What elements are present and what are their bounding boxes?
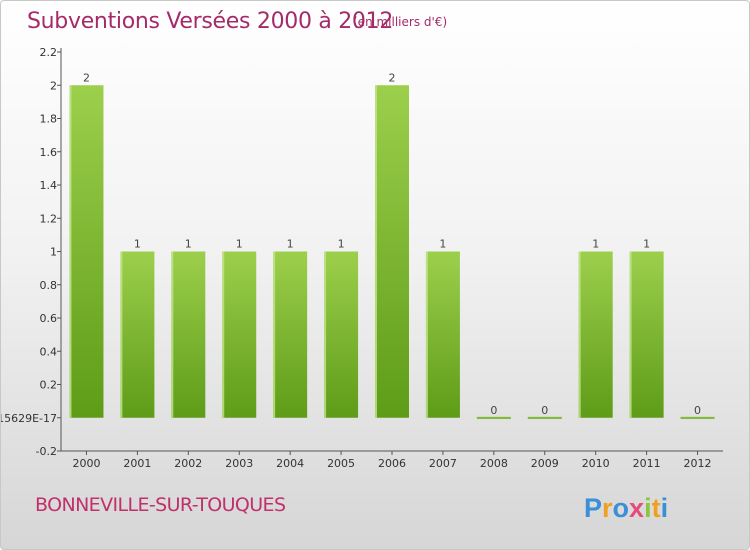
- bar-2006[interactable]: [375, 85, 409, 418]
- y-tick-label: 1.8: [40, 113, 58, 126]
- y-tick-label: 1.2: [40, 212, 58, 225]
- data-label: 1: [592, 238, 599, 251]
- data-label: 1: [134, 238, 141, 251]
- bar-2004[interactable]: [273, 251, 308, 418]
- x-tick-label: 2007: [429, 457, 457, 470]
- bar-2012[interactable]: [680, 416, 715, 419]
- bar-highlight: [120, 251, 123, 418]
- bar-highlight: [629, 251, 632, 418]
- x-tick-label: 2003: [225, 457, 253, 470]
- x-tick-label: 2004: [276, 457, 304, 470]
- data-label: 1: [185, 238, 192, 251]
- x-tick-label: 2005: [327, 457, 355, 470]
- bar-highlight: [273, 251, 276, 418]
- bar-2011[interactable]: [629, 251, 664, 418]
- x-tick-labels: 2000 2001 2002 2003 2004 2005 2006 2007 2008 2009…: [72, 457, 711, 470]
- data-label: 1: [338, 238, 345, 251]
- data-label: 0: [694, 404, 701, 417]
- x-tick-label: 2006: [378, 457, 406, 470]
- y-tick-label: 1.4: [40, 179, 58, 192]
- bar-2003[interactable]: [222, 251, 257, 418]
- data-label: 1: [643, 238, 650, 251]
- data-label: 1: [236, 238, 243, 251]
- data-label: 2: [83, 71, 90, 84]
- bar-highlight: [578, 251, 581, 418]
- bar-group: [69, 85, 715, 419]
- x-tick-label: 2002: [174, 457, 202, 470]
- y-tick-label: 0.8: [40, 279, 58, 292]
- bar-highlight: [222, 251, 225, 418]
- bar-2007[interactable]: [425, 251, 460, 418]
- y-tick-labels: -0.2 -1.15629E-17 0.2 0.4 0.6 0.8 1 1.2 1.4 1.6 1.…: [1, 46, 57, 458]
- y-tick-label: 2.2: [40, 46, 58, 59]
- data-label: 2: [389, 71, 396, 84]
- data-label: 0: [490, 404, 497, 417]
- bar-highlight: [375, 85, 377, 418]
- x-tick-label: 2008: [480, 457, 508, 470]
- y-tick-label: 1.6: [40, 146, 58, 159]
- data-label: 0: [541, 404, 548, 417]
- proxiti-logo[interactable]: Proxiti: [584, 491, 694, 525]
- data-label: 1: [287, 238, 294, 251]
- x-tick-label: 2010: [582, 457, 610, 470]
- commune-name: BONNEVILLE-SUR-TOUQUES: [35, 494, 286, 516]
- bar-highlight: [425, 251, 428, 418]
- svg-text:Proxiti: Proxiti: [584, 493, 668, 523]
- y-tick-label: -0.2: [36, 445, 57, 458]
- data-label: 1: [439, 238, 446, 251]
- bar-2008[interactable]: [476, 416, 511, 419]
- x-tick-label: 2001: [123, 457, 151, 470]
- data-labels: 2 1 1 1 1 1 2 1 0 0 1 1 0: [83, 71, 701, 417]
- chart-axes: [57, 48, 723, 455]
- bar-2002[interactable]: [171, 251, 206, 418]
- bar-highlight: [171, 251, 174, 418]
- x-tick-label: 2011: [633, 457, 661, 470]
- chart-subtitle: (en milliers d'€): [353, 15, 448, 29]
- x-tick-label: 2012: [684, 457, 712, 470]
- bar-highlight: [69, 85, 72, 418]
- bar-highlight: [324, 251, 327, 418]
- y-tick-label: 1: [50, 246, 57, 259]
- y-tick-label: 0.6: [40, 312, 58, 325]
- y-tick-label: 2: [50, 79, 57, 92]
- y-tick-label: 0.2: [40, 379, 58, 392]
- bar-2010[interactable]: [578, 251, 613, 418]
- x-tick-label: 2009: [531, 457, 559, 470]
- x-tick-label: 2000: [72, 457, 100, 470]
- bar-2009[interactable]: [527, 416, 562, 419]
- chart-title: Subventions Versées 2000 à 2012: [27, 9, 394, 34]
- bar-2005[interactable]: [324, 251, 359, 418]
- y-tick-label: 0.4: [40, 345, 58, 358]
- bar-2000[interactable]: [69, 85, 104, 418]
- bar-2001[interactable]: [120, 251, 155, 418]
- y-tick-label: -1.15629E-17: [1, 412, 57, 425]
